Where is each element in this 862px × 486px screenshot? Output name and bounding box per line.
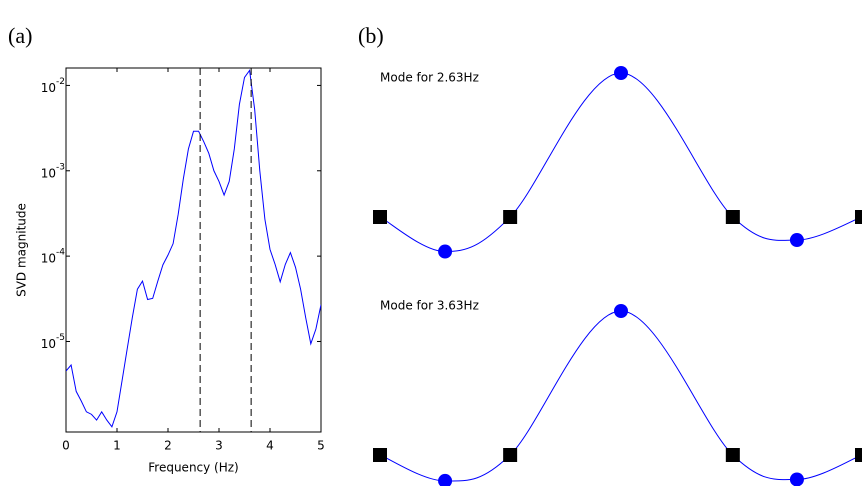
mode-point bbox=[438, 244, 453, 259]
mode-title: Mode for 3.63Hz bbox=[380, 299, 479, 313]
panel-label: (a) bbox=[8, 23, 32, 48]
mode-point bbox=[438, 473, 453, 486]
data-line bbox=[66, 69, 321, 428]
y-tick-label: 10 bbox=[41, 252, 56, 266]
y-tick-exponent: -3 bbox=[56, 162, 65, 172]
y-tick-exponent: -4 bbox=[56, 248, 65, 258]
x-tick-label: 0 bbox=[62, 439, 70, 453]
mode-title: Mode for 2.63Hz bbox=[380, 71, 479, 85]
fixed-node bbox=[503, 448, 518, 462]
x-tick-label: 5 bbox=[317, 439, 325, 453]
x-tick-label: 4 bbox=[266, 439, 274, 453]
y-tick-label: 10 bbox=[41, 166, 56, 180]
fixed-node bbox=[855, 448, 862, 462]
x-tick-label: 2 bbox=[164, 439, 172, 453]
y-axis-label: SVD magnitude bbox=[15, 203, 29, 297]
mode-curve bbox=[379, 310, 862, 482]
fixed-node bbox=[725, 210, 740, 224]
fixed-node bbox=[373, 448, 387, 462]
panel-label: (b) bbox=[358, 23, 384, 48]
mode-curve bbox=[379, 72, 862, 253]
mode-point bbox=[614, 66, 628, 80]
fixed-node bbox=[373, 210, 387, 224]
mode-point bbox=[614, 304, 628, 318]
mode-point bbox=[789, 472, 804, 486]
x-tick-label: 3 bbox=[215, 439, 223, 453]
fixed-node bbox=[725, 448, 740, 462]
y-tick-exponent: -2 bbox=[56, 77, 65, 87]
mode-point bbox=[789, 233, 804, 248]
plot-frame bbox=[65, 67, 322, 433]
y-tick-exponent: -5 bbox=[56, 333, 65, 343]
x-tick-label: 1 bbox=[113, 439, 121, 453]
x-axis-label: Frequency (Hz) bbox=[148, 461, 239, 475]
y-tick-label: 10 bbox=[41, 337, 56, 351]
fixed-node bbox=[855, 210, 862, 224]
fixed-node bbox=[503, 210, 518, 224]
y-tick-label: 10 bbox=[41, 81, 56, 95]
